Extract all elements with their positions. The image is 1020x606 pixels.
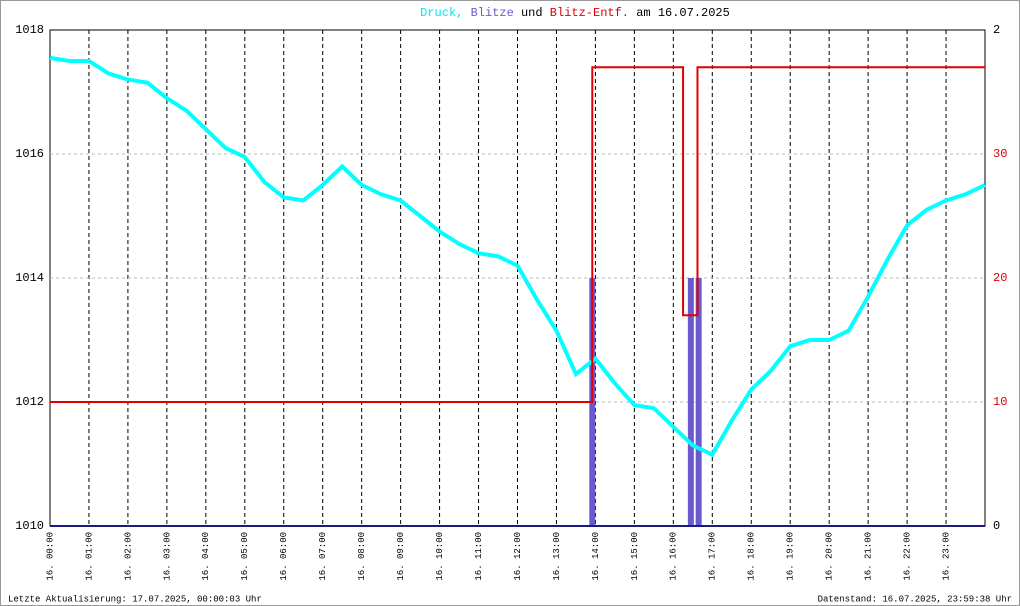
x-tick-label: 16. 14:00 <box>591 532 601 581</box>
title-part: Druck, <box>420 6 463 20</box>
x-tick-label: 16. 01:00 <box>84 532 94 581</box>
x-tick-label: 16. 20:00 <box>825 532 835 581</box>
title-part: und <box>521 6 543 20</box>
chart-title: Druck, Blitze und Blitz-Entf. am 16.07.2… <box>420 6 730 20</box>
x-tick-label: 16. 04:00 <box>201 532 211 581</box>
title-part: Blitz-Entf. <box>550 6 629 20</box>
x-tick-label: 16. 17:00 <box>708 532 718 581</box>
y2-tick-label: 2 <box>993 23 1000 37</box>
x-tick-label: 16. 02:00 <box>123 532 133 581</box>
x-tick-label: 16. 06:00 <box>279 532 289 581</box>
x-tick-label: 16. 21:00 <box>864 532 874 581</box>
x-tick-label: 16. 15:00 <box>630 532 640 581</box>
y3-tick-label: 10 <box>993 395 1007 409</box>
footer-right: Datenstand: 16.07.2025, 23:59:38 Uhr <box>818 594 1012 604</box>
series-line <box>49 55 986 458</box>
y-tick-label: 1010 <box>15 519 44 533</box>
x-tick-label: 16. 05:00 <box>240 532 250 581</box>
x-tick-label: 16. 10:00 <box>435 532 445 581</box>
x-tick-label: 16. 12:00 <box>513 532 523 581</box>
y-tick-label: 1016 <box>15 147 44 161</box>
x-tick-label: 16. 03:00 <box>162 532 172 581</box>
y3-tick-label: 20 <box>993 271 1007 285</box>
x-tick-label: 16. 09:00 <box>396 532 406 581</box>
x-tick-label: 16. 23:00 <box>941 532 951 581</box>
series-line <box>50 66 985 403</box>
x-tick-label: 16. 00:00 <box>45 532 55 581</box>
title-part: am 16.07.2025 <box>636 6 730 20</box>
footer-left: Letzte Aktualisierung: 17.07.2025, 00:00… <box>8 594 262 604</box>
y-tick-label: 1018 <box>15 23 44 37</box>
y3-tick-label: 30 <box>993 147 1007 161</box>
bar <box>687 278 694 526</box>
x-tick-label: 16. 16:00 <box>669 532 679 581</box>
x-tick-label: 16. 19:00 <box>786 532 796 581</box>
x-tick-label: 16. 22:00 <box>902 532 912 581</box>
x-tick-label: 16. 07:00 <box>318 532 328 581</box>
x-tick-label: 16. 08:00 <box>357 532 367 581</box>
x-tick-label: 16. 18:00 <box>747 532 757 581</box>
bar <box>695 278 702 526</box>
y-tick-label: 1012 <box>15 395 44 409</box>
title-part: Blitze <box>471 6 514 20</box>
y2-tick-label: 0 <box>993 519 1000 533</box>
x-tick-label: 16. 11:00 <box>474 532 484 581</box>
x-tick-label: 16. 13:00 <box>552 532 562 581</box>
y-tick-label: 1014 <box>15 271 44 285</box>
